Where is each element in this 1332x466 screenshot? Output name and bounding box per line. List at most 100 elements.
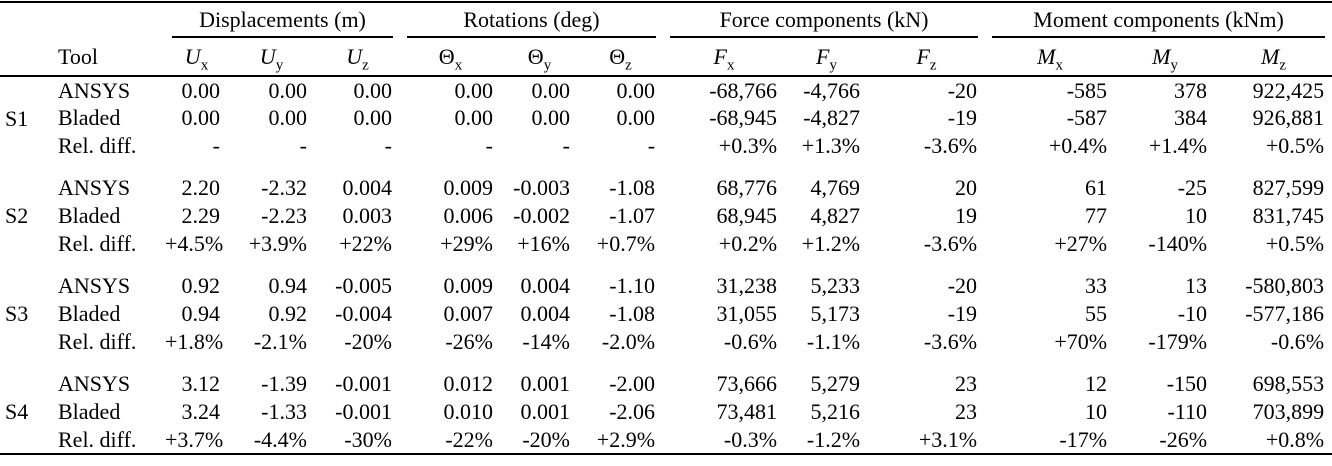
value-cell: +0.8% xyxy=(1265,426,1325,452)
group-header-moments: Moment components (kNm) xyxy=(985,2,1332,38)
col-header-ux: Ux xyxy=(165,38,228,77)
tool-cell: Bladed xyxy=(58,399,121,424)
value-cell: +22% xyxy=(339,231,392,256)
value-cell: -20 xyxy=(947,77,978,103)
value-cell: +16% xyxy=(517,231,570,256)
value-cell: 0.00 xyxy=(268,105,308,130)
value-cell: 0.00 xyxy=(181,77,221,103)
tool-cell: ANSYS xyxy=(58,175,131,200)
tool-cell: ANSYS xyxy=(58,371,131,396)
value-cell: -4,827 xyxy=(803,105,861,130)
value-cell: -110 xyxy=(1167,399,1208,424)
value-cell: -17% xyxy=(1059,426,1108,452)
value-cell: +3.9% xyxy=(248,231,307,256)
tool-cell: Rel. diff. xyxy=(58,329,137,354)
value-cell: +0.7% xyxy=(596,231,656,256)
section-gap xyxy=(0,258,1332,272)
col-header-fz: Fz xyxy=(868,38,986,77)
value-cell: -577,186 xyxy=(1245,301,1325,326)
tool-cell: Bladed xyxy=(58,105,121,130)
group-label: Displacements (m) xyxy=(172,7,393,38)
value-cell: 831,745 xyxy=(1252,203,1325,228)
value-cell: 10 xyxy=(1085,399,1108,424)
value-cell: -585 xyxy=(1066,77,1108,103)
tool-cell: ANSYS xyxy=(58,273,131,298)
value-cell: +1.8% xyxy=(165,329,224,354)
col-header-fy: Fy xyxy=(785,38,869,77)
section-label: S2 xyxy=(5,203,29,228)
value-cell: 31,055 xyxy=(716,301,778,326)
value-cell: 0.00 xyxy=(531,105,571,130)
col-header-mx: Mx xyxy=(985,38,1116,77)
col-header-theta-z: Θz xyxy=(578,38,664,77)
value-cell: 0.00 xyxy=(268,77,308,103)
value-cell: -4,766 xyxy=(803,77,861,103)
group-header-displacements: Displacements (m) xyxy=(165,2,400,38)
value-cell: -20% xyxy=(522,426,570,452)
section-gap xyxy=(0,356,1332,370)
value-cell: -4.4% xyxy=(253,426,307,452)
tool-cell: ANSYS xyxy=(58,77,131,103)
table-row: S4 ANSYS 3.12 -1.39 -0.001 0.012 0.001 -2.00 73,… xyxy=(0,370,1332,424)
value-cell: -2.06 xyxy=(609,399,656,424)
value-cell: -20% xyxy=(344,329,392,354)
col-header-my: My xyxy=(1115,38,1216,77)
value-cell: -0.004 xyxy=(335,301,392,326)
value-cell: - xyxy=(485,133,493,158)
value-cell: 20 xyxy=(955,175,978,200)
group-header-forces: Force components (kN) xyxy=(663,2,985,38)
value-cell: 0.00 xyxy=(531,77,571,103)
tool-cell: Rel. diff. xyxy=(58,133,137,158)
section-label: S4 xyxy=(5,398,29,424)
value-cell: -3.6% xyxy=(923,231,978,256)
value-cell: 0.00 xyxy=(454,105,494,130)
value-cell: 73,481 xyxy=(716,399,778,424)
value-cell: 384 xyxy=(1174,105,1208,130)
value-cell: -30% xyxy=(344,426,392,452)
value-cell: 23 xyxy=(955,399,978,424)
value-cell: -1.39 xyxy=(261,371,307,396)
value-cell: +0.5% xyxy=(1265,231,1325,256)
value-cell: -179% xyxy=(1148,329,1208,354)
value-cell: 12 xyxy=(1085,371,1108,396)
section-label: S1 xyxy=(5,105,29,131)
value-cell: 3.12 xyxy=(181,371,221,396)
group-label: Rotations (deg) xyxy=(407,7,657,38)
value-cell: -3.6% xyxy=(923,133,978,158)
value-cell: -20 xyxy=(947,273,978,298)
value-cell: 4,769 xyxy=(810,175,861,200)
table-row: Bladed 0.94 0.92 -0.004 0.007 0.004 -1.08 31,05… xyxy=(0,300,1332,328)
value-cell: -2.00 xyxy=(609,371,656,396)
value-cell: 0.007 xyxy=(443,301,494,326)
col-header-mz: Mz xyxy=(1215,38,1332,77)
section-gap-cell xyxy=(0,160,1332,174)
value-cell: - xyxy=(384,133,392,158)
value-cell: -0.002 xyxy=(513,203,570,228)
value-cell: -2.32 xyxy=(261,175,307,200)
table-row: Rel. diff. +1.8% -2.1% -20% -26% -14% -2.0% -0.… xyxy=(0,328,1332,356)
value-cell: 77 xyxy=(1085,203,1108,228)
group-label: Force components (kN) xyxy=(670,7,979,38)
value-cell: 0.003 xyxy=(342,203,393,228)
value-cell: 0.012 xyxy=(443,371,494,396)
tool-cell: Bladed xyxy=(58,301,121,326)
table-row: Rel. diff. - - - - - - +0.3% +1.3% -3.6% +0.4% +1.4… xyxy=(0,132,1332,160)
table-row: S1 ANSYS 0.00 0.00 0.00 0.00 0.00 0.00 -68,766 -4… xyxy=(0,76,1332,131)
value-cell: +70% xyxy=(1054,329,1108,354)
value-cell: +1.3% xyxy=(801,133,861,158)
value-cell: +29% xyxy=(440,231,493,256)
col-header-fx: Fx xyxy=(663,38,786,77)
section-gap-cell xyxy=(0,356,1332,370)
value-cell: 5,216 xyxy=(810,399,861,424)
tool-cell: Rel. diff. xyxy=(58,426,137,452)
value-cell: 0.004 xyxy=(520,273,571,298)
value-cell: -68,945 xyxy=(709,105,778,130)
value-cell: 0.010 xyxy=(443,399,494,424)
value-cell: 378 xyxy=(1174,77,1208,103)
value-cell: 0.94 xyxy=(181,301,221,326)
value-cell: -150 xyxy=(1166,371,1208,396)
value-cell: +4.5% xyxy=(165,231,224,256)
value-cell: 19 xyxy=(955,203,978,228)
value-cell: -0.6% xyxy=(1270,329,1325,354)
table-row: Rel. diff. +4.5% +3.9% +22% +29% +16% +0.7% +0.… xyxy=(0,230,1332,258)
